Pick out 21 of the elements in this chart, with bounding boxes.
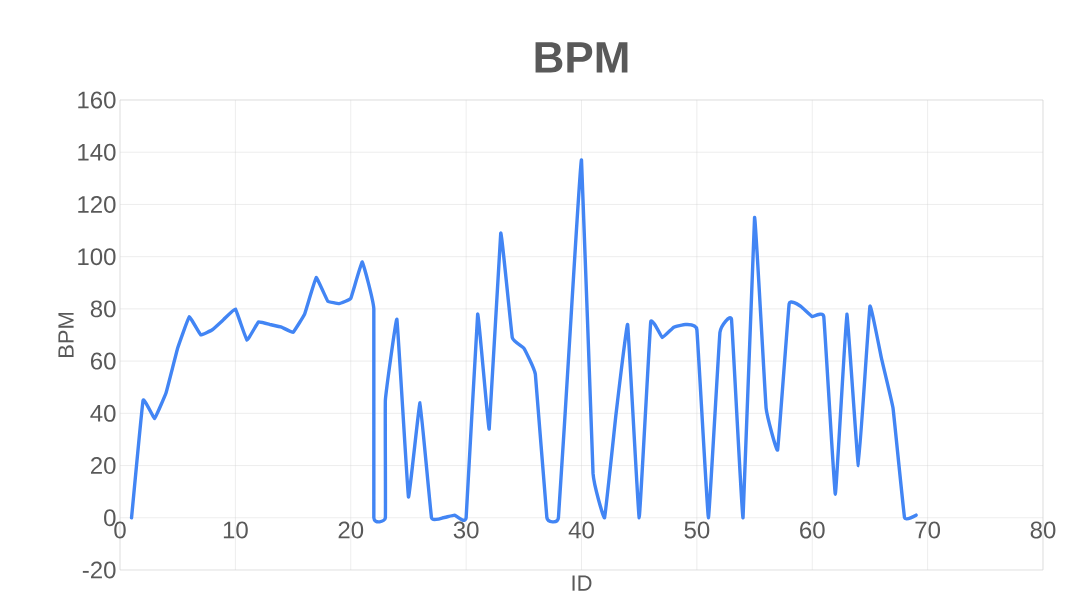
x-tick-label: 50 [684, 521, 710, 539]
y-tick-label: 0 [104, 509, 116, 527]
y-tick-label: 80 [90, 300, 116, 318]
x-tick-label: 60 [800, 521, 825, 539]
x-tick-label: 10 [223, 521, 248, 539]
y-tick-label: 100 [78, 248, 116, 266]
y-tick-label: 40 [90, 404, 116, 422]
y-tick-label: 140 [78, 143, 116, 161]
x-tick-label: 40 [568, 521, 594, 539]
x-axis-title: ID [572, 575, 592, 591]
y-tick-label: 20 [90, 457, 116, 475]
y-axis-title: BPM [58, 312, 74, 358]
y-tick-label: 60 [91, 352, 116, 370]
y-tick-label: 160 [78, 91, 116, 109]
x-tick-label: 30 [453, 521, 479, 539]
y-tick-label: -20 [82, 561, 116, 579]
y-tick-label: 120 [78, 195, 116, 213]
x-tick-label: 80 [1030, 521, 1056, 539]
x-tick-label: 20 [338, 521, 364, 539]
x-tick-label: 70 [915, 521, 941, 539]
chart-title: BPM [535, 42, 628, 73]
